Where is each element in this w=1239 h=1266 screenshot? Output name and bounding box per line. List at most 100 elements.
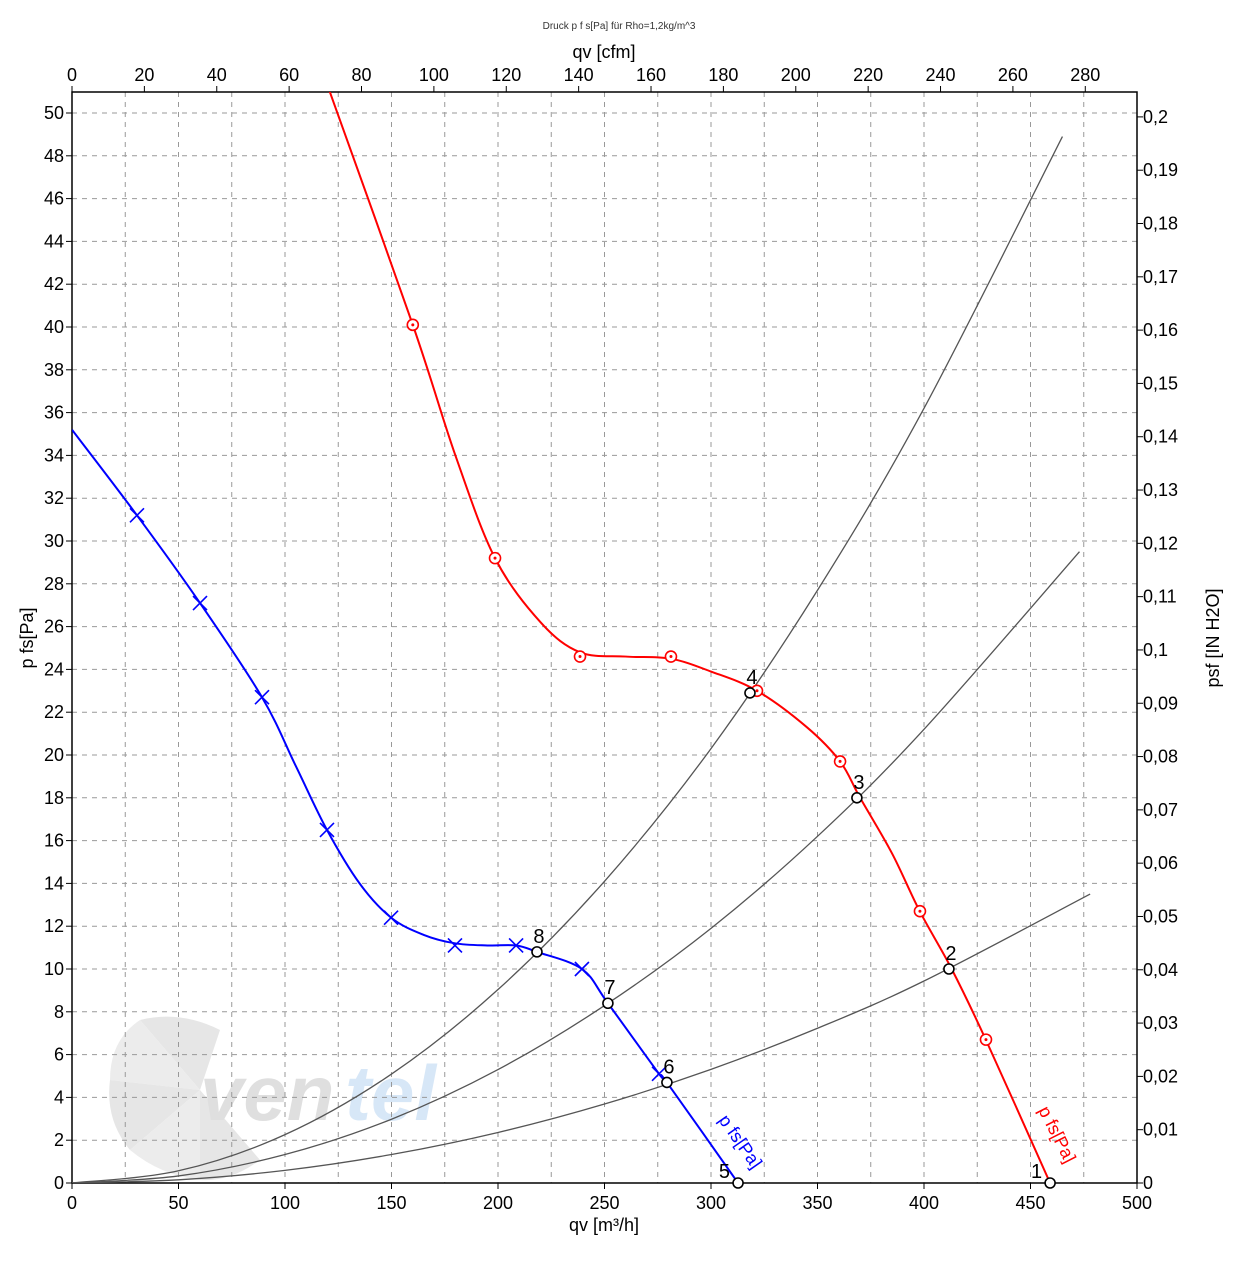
y2-tick-label: 0,04 [1143, 960, 1178, 980]
circle-marker-dot [755, 689, 759, 693]
operating-point-label: 4 [746, 667, 757, 689]
x-tick-label: 100 [270, 1193, 300, 1213]
y2-tick-label: 0,1 [1143, 640, 1168, 660]
y-axis-label: p fs[Pa] [17, 607, 37, 668]
chart-title: Druck p f s[Pa] für Rho=1,2kg/m^3 [543, 21, 696, 32]
system-resistance-curve [72, 551, 1080, 1183]
x-tick-label: 500 [1122, 1193, 1152, 1213]
red-pressure-curve [328, 92, 1052, 1183]
y-tick-label: 36 [44, 403, 64, 423]
y-tick-label: 20 [44, 745, 64, 765]
y-tick-label: 22 [44, 702, 64, 722]
y-tick-label: 8 [54, 1002, 64, 1022]
y-tick-label: 26 [44, 617, 64, 637]
x2-tick-label: 240 [926, 65, 956, 85]
y-tick-label: 10 [44, 959, 64, 979]
axes: 0 50 100 150 200 250 300 350 400 450 5000246810121… [44, 65, 1178, 1213]
x-tick-label: 0 [67, 1193, 77, 1213]
system-resistance-curve [72, 136, 1064, 1183]
circle-marker-dot [578, 655, 582, 659]
y-tick-label: 32 [44, 488, 64, 508]
x2-tick-label: 100 [419, 65, 449, 85]
y2-tick-label: 0 [1143, 1173, 1153, 1193]
red-curve-label: p fs[Pa] [1034, 1103, 1080, 1166]
x2-tick-label: 80 [351, 65, 371, 85]
x-marker-stroke [319, 822, 335, 838]
operating-point-1 [1044, 1177, 1056, 1189]
y-tick-label: 34 [44, 445, 64, 465]
x-marker [447, 937, 463, 954]
markers: 1 2 3 4 5 6 7 8 [129, 318, 1056, 1189]
y2-tick-label: 0,12 [1143, 533, 1178, 553]
circle-marker-dot [918, 909, 922, 913]
system-resistance-curve [72, 893, 1091, 1183]
x-marker [254, 689, 270, 705]
x-tick-label: 450 [1015, 1193, 1045, 1213]
operating-point-8 [531, 946, 543, 958]
x-marker-stroke [574, 961, 590, 977]
y2-tick-label: 0,09 [1143, 693, 1178, 713]
x2-tick-label: 40 [207, 65, 227, 85]
x-tick-label: 300 [696, 1193, 726, 1213]
operating-point-6 [661, 1076, 673, 1089]
grid [72, 92, 1137, 1183]
curves [72, 92, 1091, 1183]
y2-axis-label: psf [IN H2O] [1203, 588, 1223, 687]
operating-point-2 [943, 963, 955, 975]
x-marker-stroke [508, 937, 524, 954]
y-tick-label: 46 [44, 189, 64, 209]
y-tick-label: 18 [44, 788, 64, 808]
x-marker [508, 937, 524, 954]
y-tick-label: 24 [44, 659, 64, 679]
x-marker [192, 595, 208, 611]
x-tick-label: 50 [168, 1193, 188, 1213]
operating-point-label: 5 [719, 1161, 730, 1183]
x-marker-stroke [651, 1066, 667, 1082]
y-tick-label: 44 [44, 231, 64, 251]
y-tick-label: 2 [54, 1130, 64, 1150]
y2-tick-label: 0,03 [1143, 1013, 1178, 1033]
y2-tick-label: 0,14 [1143, 427, 1178, 447]
x-marker [129, 507, 145, 523]
y2-tick-label: 0,11 [1143, 587, 1177, 607]
x-marker-stroke [129, 507, 145, 523]
y-tick-label: 0 [54, 1173, 64, 1193]
x-marker [319, 822, 335, 838]
x2-tick-label: 260 [998, 65, 1028, 85]
circle-marker-dot [838, 759, 842, 763]
y-tick-label: 40 [44, 317, 64, 337]
y2-tick-label: 0,02 [1143, 1066, 1178, 1086]
y-tick-label: 48 [44, 146, 64, 166]
circle-marker-dot [411, 323, 415, 327]
x2-tick-label: 120 [491, 65, 521, 85]
x2-tick-label: 220 [853, 65, 883, 85]
x2-tick-label: 0 [67, 65, 77, 85]
x-tick-label: 250 [589, 1193, 619, 1213]
operating-point-4 [744, 687, 756, 699]
y2-tick-label: 0,05 [1143, 906, 1178, 926]
x2-tick-label: 20 [134, 65, 154, 85]
y-tick-label: 50 [44, 103, 64, 123]
x-marker-stroke [383, 910, 399, 926]
y2-tick-label: 0,08 [1143, 747, 1178, 767]
circle-marker-dot [669, 655, 673, 659]
y-tick-label: 30 [44, 531, 64, 551]
operating-point-label: 2 [945, 943, 956, 965]
circle-marker-dot [984, 1038, 988, 1042]
operating-point-7 [602, 997, 614, 1010]
operating-point-label: 3 [853, 772, 864, 794]
x-marker-stroke [192, 595, 208, 611]
y-tick-label: 42 [44, 274, 64, 294]
operating-point-label: 8 [533, 926, 544, 948]
x-tick-label: 350 [802, 1193, 832, 1213]
y2-tick-label: 0,13 [1143, 480, 1178, 500]
y2-tick-label: 0,06 [1143, 853, 1178, 873]
x2-tick-label: 160 [636, 65, 666, 85]
x-axis-label: qv [m³/h] [569, 1215, 639, 1235]
x-tick-label: 200 [483, 1193, 513, 1213]
y-tick-label: 12 [44, 916, 64, 936]
y2-tick-label: 0,07 [1143, 800, 1178, 820]
y2-tick-label: 0,18 [1143, 214, 1178, 234]
operating-point-5 [732, 1177, 744, 1189]
